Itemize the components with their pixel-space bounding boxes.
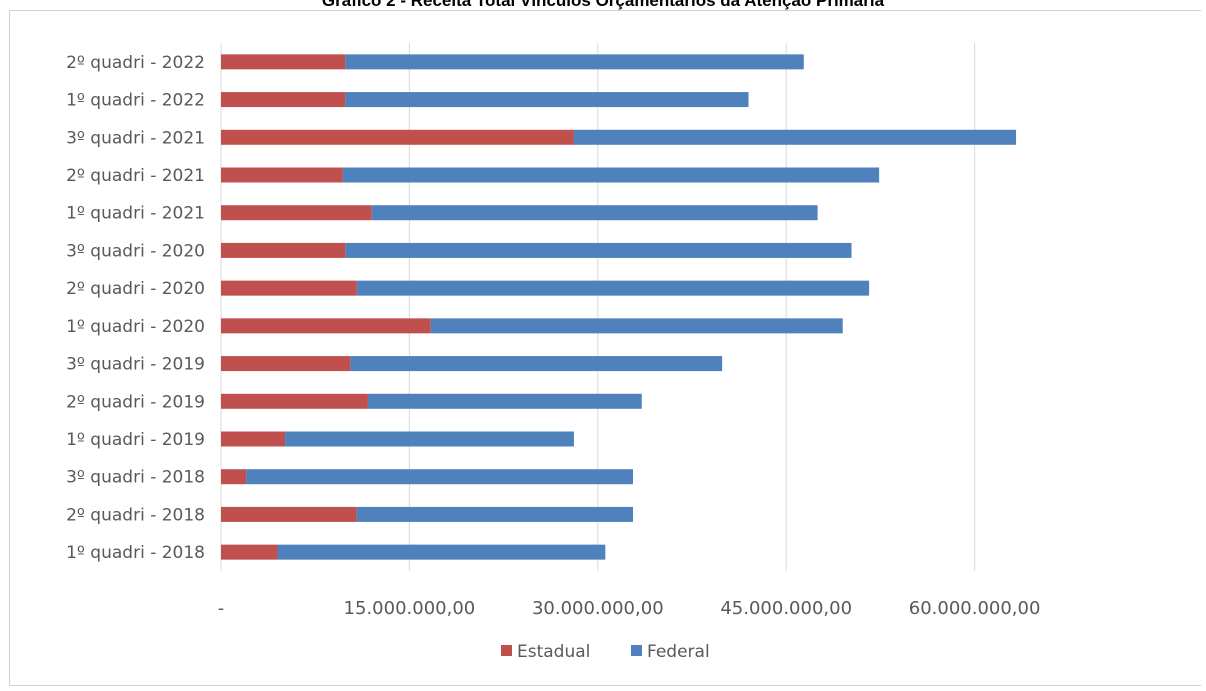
legend: Estadual Federal (501, 642, 710, 662)
bar-estadual-12 (221, 92, 346, 108)
bar-estadual-7 (221, 280, 357, 296)
x-tick-label: 15.000.000,00 (344, 598, 476, 619)
category-label: 1º quadri - 2021 (66, 204, 205, 224)
legend-label-estadual: Estadual (517, 642, 590, 662)
legend-swatch-federal (631, 645, 642, 656)
legend-swatch-estadual (501, 645, 512, 656)
bar-estadual-4 (221, 393, 368, 409)
bar-estadual-13 (221, 54, 346, 70)
bar-federal-7 (356, 280, 870, 296)
bar-federal-0 (277, 544, 606, 560)
legend-label-federal: Federal (647, 642, 710, 662)
category-label: 2º quadri - 2020 (66, 279, 205, 299)
bar-estadual-10 (221, 167, 343, 183)
category-label: 3º quadri - 2020 (66, 241, 205, 261)
bar-estadual-8 (221, 242, 346, 258)
bar-estadual-11 (221, 129, 574, 145)
category-label: 2º quadri - 2021 (66, 166, 205, 186)
bar-federal-9 (371, 205, 818, 221)
category-label: 3º quadri - 2018 (66, 468, 205, 488)
category-label: 1º quadri - 2019 (66, 430, 205, 450)
bar-federal-12 (345, 92, 749, 108)
x-tick-label: - (218, 598, 225, 619)
bar-estadual-0 (221, 544, 278, 560)
bar-federal-13 (345, 54, 804, 70)
bar-estadual-9 (221, 205, 372, 221)
category-label: 2º quadri - 2022 (66, 53, 205, 73)
x-tick-labels: - 15.000.000,00 30.000.000,00 45.000.000,00… (218, 598, 1041, 619)
bar-federal-5 (350, 356, 723, 372)
chart-frame: 1º quadri - 2018 2º quadri - 2018 3º quadr… (9, 10, 1201, 686)
bar-federal-6 (430, 318, 843, 334)
category-label: 3º quadri - 2019 (66, 355, 205, 375)
category-labels: 1º quadri - 2018 2º quadri - 2018 3º quadr… (66, 53, 205, 563)
category-label: 1º quadri - 2020 (66, 317, 205, 337)
bar-federal-11 (573, 129, 1017, 145)
chart-svg: 1º quadri - 2018 2º quadri - 2018 3º quadr… (66, 43, 1041, 662)
category-label: 1º quadri - 2022 (66, 91, 205, 111)
bar-estadual-5 (221, 356, 351, 372)
bar-federal-10 (342, 167, 880, 183)
bar-federal-8 (345, 242, 852, 258)
bar-federal-1 (356, 506, 633, 522)
gridlines (220, 43, 976, 571)
chart-title: Gráfico 2 - Receita Total Vínculos Orçam… (321, 0, 885, 10)
bar-federal-3 (285, 431, 574, 447)
bar-federal-4 (367, 393, 642, 409)
x-tick-label: 60.000.000,00 (909, 598, 1041, 619)
bar-estadual-6 (221, 318, 431, 334)
bars (221, 54, 1017, 560)
category-label: 1º quadri - 2018 (66, 543, 205, 563)
x-tick-label: 45.000.000,00 (720, 598, 852, 619)
bar-estadual-2 (221, 469, 247, 485)
category-label: 3º quadri - 2021 (66, 128, 205, 148)
x-tick-label: 30.000.000,00 (532, 598, 664, 619)
bar-estadual-1 (221, 506, 357, 522)
category-label: 2º quadri - 2018 (66, 505, 205, 525)
bar-estadual-3 (221, 431, 286, 447)
bar-federal-2 (246, 469, 633, 485)
category-label: 2º quadri - 2019 (66, 392, 205, 412)
